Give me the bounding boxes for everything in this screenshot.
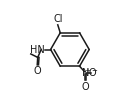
Text: O: O [88,68,96,78]
Text: −: − [91,68,97,74]
Text: HN: HN [30,44,45,55]
Text: O: O [33,66,41,76]
Text: Cl: Cl [53,14,63,24]
Text: N: N [82,68,89,78]
Text: +: + [85,68,91,74]
Text: O: O [82,82,89,92]
